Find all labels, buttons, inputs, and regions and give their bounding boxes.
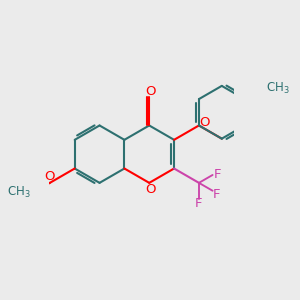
Text: O: O [145,183,155,196]
Text: F: F [214,169,221,182]
Text: F: F [194,197,202,210]
Text: O: O [145,85,155,98]
Text: CH$_3$: CH$_3$ [266,81,290,97]
Text: O: O [45,170,55,183]
Text: CH$_3$: CH$_3$ [7,185,30,200]
Text: F: F [212,188,220,201]
Text: O: O [199,116,210,129]
